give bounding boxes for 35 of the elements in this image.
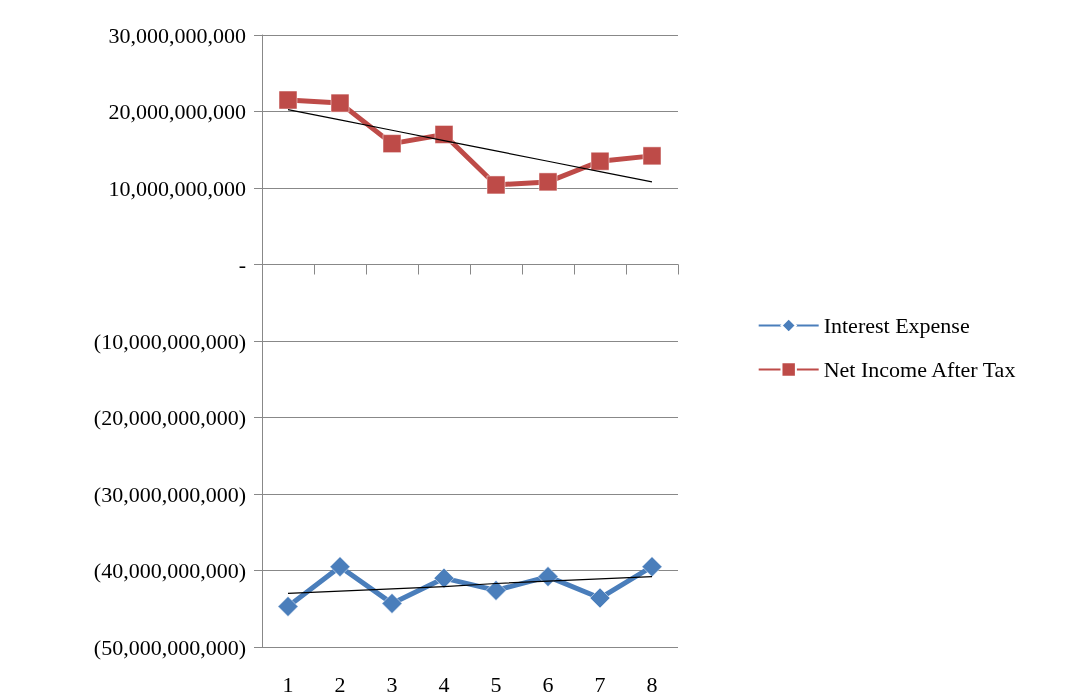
point <box>382 134 402 153</box>
point <box>277 596 299 617</box>
point <box>381 593 403 614</box>
y-tick-label: (20,000,000,000) <box>93 405 246 430</box>
x-tick-label: 5 <box>490 671 502 695</box>
y-tick-label: (10,000,000,000) <box>93 328 246 354</box>
y-tick-label: - <box>238 252 246 277</box>
point <box>590 151 610 171</box>
x-tick-label: 3 <box>386 671 398 695</box>
point <box>538 172 558 192</box>
y-tick-label: (40,000,000,000) <box>93 558 246 583</box>
y-tick-label: 30,000,000,000 <box>108 22 246 48</box>
point <box>434 125 454 144</box>
y-tick-label: (50,000,000,000) <box>93 634 246 660</box>
y-tick-label: 10,000,000,000 <box>108 175 246 201</box>
point <box>330 93 350 113</box>
y-tick-label: 20,000,000,000 <box>108 99 246 124</box>
point <box>537 566 559 587</box>
point <box>641 556 663 577</box>
x-tick-label: 6 <box>542 671 554 695</box>
point <box>329 556 351 577</box>
point <box>486 175 506 195</box>
point <box>485 580 507 601</box>
point <box>589 587 611 609</box>
point <box>642 146 662 166</box>
legend-label: Interest Expense <box>823 313 970 338</box>
y-tick-label: (30,000,000,000) <box>93 481 246 507</box>
point <box>278 90 298 110</box>
x-tick-label: 8 <box>646 671 658 695</box>
legend-label: Net Income After Tax <box>823 357 1016 382</box>
x-tick-label: 7 <box>594 671 606 695</box>
x-tick-label: 1 <box>282 671 294 695</box>
x-tick-label: 2 <box>334 671 346 695</box>
point <box>433 567 455 589</box>
x-tick-label: 4 <box>438 671 450 695</box>
